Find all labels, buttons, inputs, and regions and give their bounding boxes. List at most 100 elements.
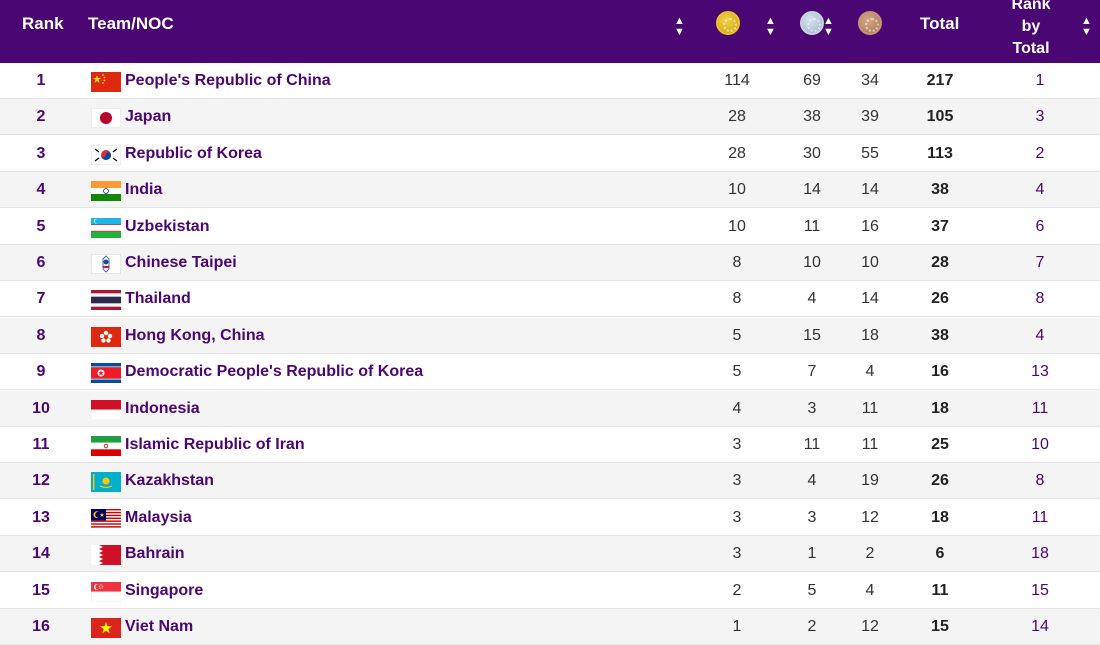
header-team[interactable]: Team/NOC: [88, 14, 174, 33]
sort-icon[interactable]: ▲ ▼: [765, 15, 776, 38]
header-rank-by-total[interactable]: Rank by Total: [1000, 0, 1062, 60]
table-row: 5 Uzbekistan 10 11 16 37 6: [0, 209, 1100, 245]
bronze-count: 39: [861, 108, 879, 126]
rank-by-total-cell: 15: [1031, 581, 1049, 599]
rank-by-total-cell: 2: [1035, 144, 1045, 162]
team-name-link[interactable]: Hong Kong, China: [125, 326, 265, 344]
header-rank-by-total-line2: by: [1021, 18, 1041, 35]
rank-cell: 13: [32, 508, 50, 526]
silver-count: 3: [807, 508, 817, 526]
flag-chinese-taipei-icon: [91, 254, 121, 274]
flag-uzbekistan-icon: [91, 217, 121, 238]
rank-cell: 16: [32, 618, 50, 635]
table-row: 11 Islamic Republic of Iran 3 11 11 25 10: [0, 427, 1100, 463]
flag-india-icon: [91, 181, 121, 202]
team-name-link[interactable]: Bahrain: [125, 545, 185, 563]
team-name-link[interactable]: India: [125, 181, 163, 199]
table-row: 3 Republic of Korea 28 30 55 113 2: [0, 136, 1100, 172]
total-count: 16: [931, 363, 949, 381]
silver-count: 3: [807, 399, 817, 417]
table-row: 13 Malaysia 3 3 12 18 11: [0, 500, 1100, 536]
silver-count: 4: [807, 290, 817, 308]
gold-count: 5: [732, 363, 742, 381]
total-count: 6: [935, 545, 945, 563]
total-count: 15: [931, 618, 949, 635]
team-name-link[interactable]: Japan: [125, 108, 172, 126]
total-count: 113: [927, 144, 953, 162]
total-count: 18: [931, 399, 949, 417]
team-name-link[interactable]: Islamic Republic of Iran: [125, 436, 305, 453]
bronze-count: 14: [861, 181, 879, 199]
team-name-link[interactable]: Singapore: [125, 581, 204, 599]
team-name-link[interactable]: Republic of Korea: [125, 144, 262, 162]
team-name-link[interactable]: Kazakhstan: [125, 472, 214, 490]
bronze-count: 14: [861, 290, 879, 308]
gold-count: 8: [732, 254, 742, 271]
gold-count: 114: [724, 72, 750, 89]
total-count: 105: [926, 108, 954, 126]
rank-by-total-cell: 3: [1035, 108, 1045, 126]
rank-by-total-cell: 8: [1035, 290, 1045, 308]
rank-cell: 7: [36, 290, 46, 308]
table-row: 8 Hong Kong, China 5 15 18 38 4: [0, 317, 1100, 354]
team-name-link[interactable]: Thailand: [125, 290, 191, 308]
bronze-count: 11: [861, 436, 879, 453]
silver-count: 1: [807, 545, 817, 563]
gold-medal-icon[interactable]: [716, 11, 740, 35]
rank-cell: 14: [32, 545, 50, 563]
team-name-link[interactable]: People's Republic of China: [125, 72, 331, 89]
total-count: 25: [931, 436, 949, 453]
table-row: 6 Chinese Taipei 8 10 10 28 7: [0, 245, 1100, 281]
table-row: 1 People's Republic of China 114 69 34 217 1: [0, 63, 1100, 99]
team-name-link[interactable]: Democratic People's Republic of Korea: [125, 363, 424, 381]
table-row: 15 Singapore 2 5 4 11 15: [0, 573, 1100, 609]
rank-by-total-cell: 14: [1031, 618, 1049, 635]
team-name-link[interactable]: Chinese Taipei: [125, 254, 237, 271]
table-row: 7 Thailand 8 4 14 26 8: [0, 281, 1100, 318]
bronze-count: 18: [861, 326, 879, 344]
bronze-count: 10: [861, 254, 879, 271]
silver-count: 15: [803, 326, 821, 344]
sort-icon[interactable]: ▲ ▼: [1081, 15, 1092, 38]
sort-icon[interactable]: ▲ ▼: [674, 15, 685, 38]
table-row: 2 Japan 28 38 39 105 3: [0, 99, 1100, 136]
rank-by-total-cell: 13: [1031, 363, 1049, 381]
rank-cell: 3: [36, 144, 46, 162]
team-name-link[interactable]: Indonesia: [125, 399, 200, 417]
table-header: Rank Team/NOC ▲ ▼ ▲ ▼ ▲ ▼ Total Rank by Tot…: [0, 0, 1100, 63]
rank-by-total-cell: 8: [1035, 472, 1045, 490]
silver-count: 4: [807, 472, 817, 490]
bronze-count: 12: [861, 508, 879, 526]
table-row: 16 Viet Nam 1 2 12 15 14: [0, 609, 1100, 645]
silver-count: 7: [807, 363, 817, 381]
flag-korea-icon: [91, 144, 121, 165]
bronze-medal-icon[interactable]: [858, 11, 882, 35]
team-name-link[interactable]: Uzbekistan: [125, 217, 210, 235]
total-count: 26: [931, 472, 949, 490]
silver-medal-icon[interactable]: [800, 11, 824, 35]
rank-cell: 15: [32, 581, 50, 599]
bronze-count: 4: [865, 581, 875, 599]
gold-count: 28: [728, 144, 746, 162]
gold-count: 28: [728, 108, 746, 126]
sort-icon[interactable]: ▲ ▼: [823, 15, 834, 38]
header-total[interactable]: Total: [920, 14, 960, 33]
bronze-count: 4: [865, 363, 875, 381]
header-rank[interactable]: Rank: [22, 14, 64, 33]
flag-malaysia-icon: [91, 508, 121, 529]
team-name-link[interactable]: Viet Nam: [125, 618, 194, 635]
flag-kazakhstan-icon: [91, 472, 121, 493]
total-count: 11: [931, 581, 949, 599]
gold-count: 3: [732, 472, 742, 490]
bronze-count: 16: [861, 217, 879, 235]
bronze-count: 19: [861, 472, 879, 490]
rank-cell: 10: [32, 399, 50, 417]
flag-indonesia-icon: [91, 399, 121, 420]
rank-cell: 11: [32, 436, 50, 453]
team-name-link[interactable]: Malaysia: [125, 508, 192, 526]
flag-thailand-icon: [91, 290, 121, 311]
silver-count: 69: [803, 72, 821, 89]
rank-by-total-cell: 7: [1035, 254, 1045, 271]
gold-count: 1: [732, 618, 742, 635]
total-count: 28: [931, 254, 949, 271]
